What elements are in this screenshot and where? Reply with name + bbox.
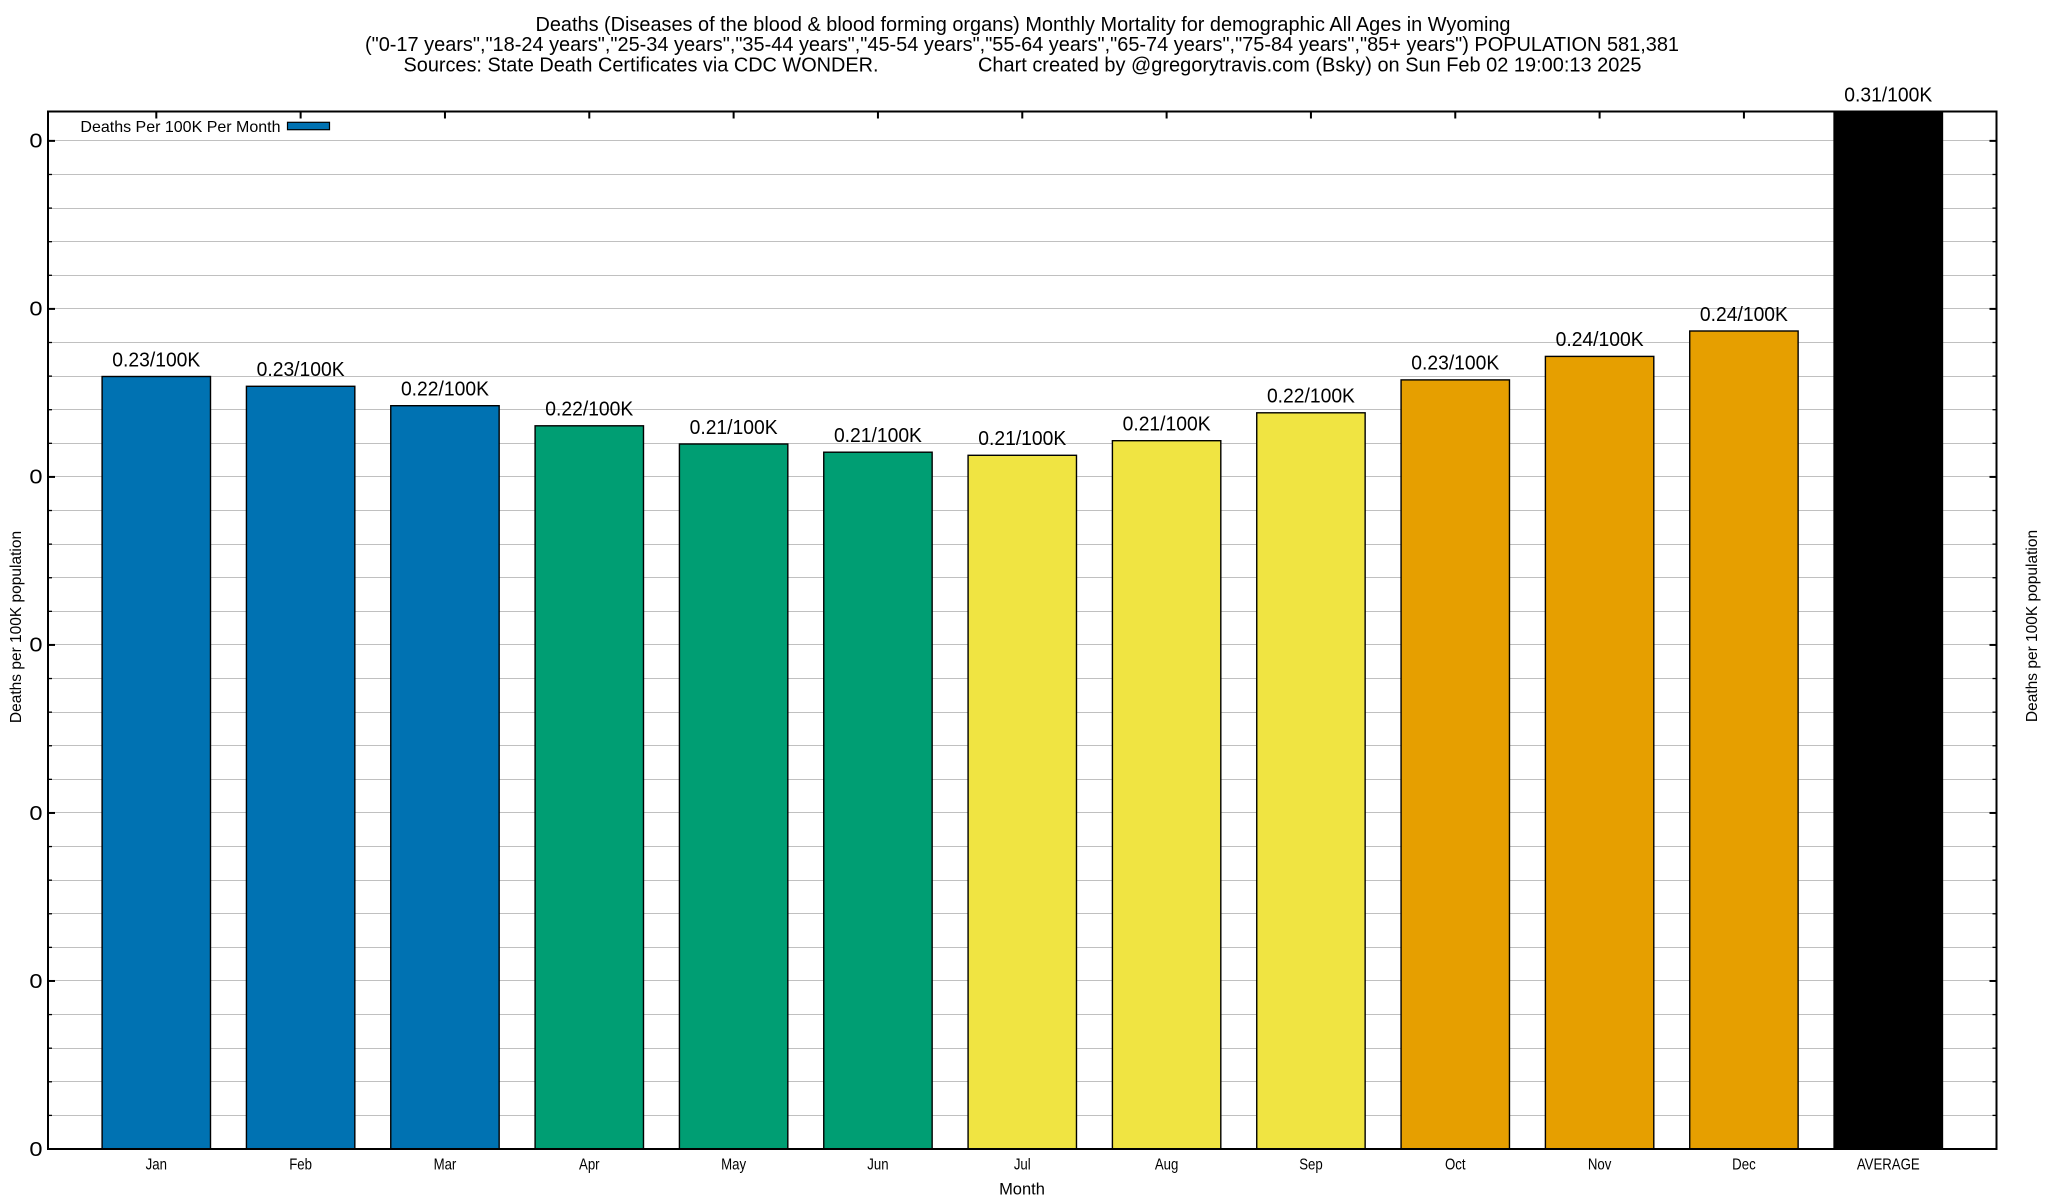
svg-text:0.23/100K: 0.23/100K — [257, 359, 346, 381]
svg-text:0.23/100K: 0.23/100K — [112, 349, 201, 371]
svg-text:Month: Month — [999, 1180, 1045, 1198]
svg-text:0: 0 — [29, 801, 42, 824]
svg-text:0.23/100K: 0.23/100K — [1411, 353, 1500, 375]
svg-text:0.21/100K: 0.21/100K — [1123, 414, 1212, 436]
svg-text:0.24/100K: 0.24/100K — [1556, 329, 1645, 351]
svg-text:0.21/100K: 0.21/100K — [978, 428, 1067, 450]
svg-text:0.22/100K: 0.22/100K — [401, 379, 490, 401]
svg-text:0.21/100K: 0.21/100K — [690, 417, 779, 439]
svg-text:0.21/100K: 0.21/100K — [834, 425, 923, 447]
svg-text:Deaths per 100K population: Deaths per 100K population — [2024, 530, 2041, 722]
svg-text:Jan: Jan — [146, 1157, 167, 1174]
svg-text:Oct: Oct — [1445, 1157, 1466, 1174]
svg-text:Nov: Nov — [1588, 1157, 1612, 1174]
svg-text:Sep: Sep — [1299, 1157, 1323, 1174]
svg-text:Apr: Apr — [579, 1157, 600, 1174]
svg-text:0: 0 — [29, 297, 42, 320]
svg-text:Mar: Mar — [434, 1157, 457, 1174]
svg-text:0: 0 — [29, 1138, 42, 1161]
svg-text:0: 0 — [29, 969, 42, 992]
svg-text:May: May — [721, 1157, 747, 1174]
svg-text:0: 0 — [29, 129, 42, 152]
svg-text:Feb: Feb — [289, 1157, 312, 1174]
svg-text:Deaths Per 100K Per Month: Deaths Per 100K Per Month — [80, 119, 280, 136]
svg-text:Jul: Jul — [1014, 1157, 1031, 1174]
svg-text:Deaths per 100K population: Deaths per 100K population — [8, 531, 25, 723]
svg-text:0.22/100K: 0.22/100K — [1267, 386, 1356, 408]
svg-text:Dec: Dec — [1732, 1157, 1755, 1174]
svg-text:Deaths (Diseases of the blood: Deaths (Diseases of the blood & blood fo… — [536, 14, 1511, 36]
svg-text:0.22/100K: 0.22/100K — [545, 399, 634, 421]
svg-text:Jun: Jun — [867, 1157, 888, 1174]
svg-text:("0-17 years","18-24 years","2: ("0-17 years","18-24 years","25-34 years… — [365, 34, 1679, 56]
svg-text:Sources: State Death Certifica: Sources: State Death Certificates via CD… — [404, 54, 879, 76]
svg-text:0.31/100K: 0.31/100K — [1844, 84, 1933, 106]
svg-text:0: 0 — [29, 465, 42, 488]
svg-text:0: 0 — [29, 633, 42, 656]
svg-text:0.24/100K: 0.24/100K — [1700, 304, 1789, 326]
svg-text:AVERAGE: AVERAGE — [1857, 1157, 1920, 1174]
svg-text:Aug: Aug — [1155, 1157, 1179, 1174]
svg-text:Chart created by @gregorytravi: Chart created by @gregorytravis.com (Bsk… — [978, 54, 1642, 76]
